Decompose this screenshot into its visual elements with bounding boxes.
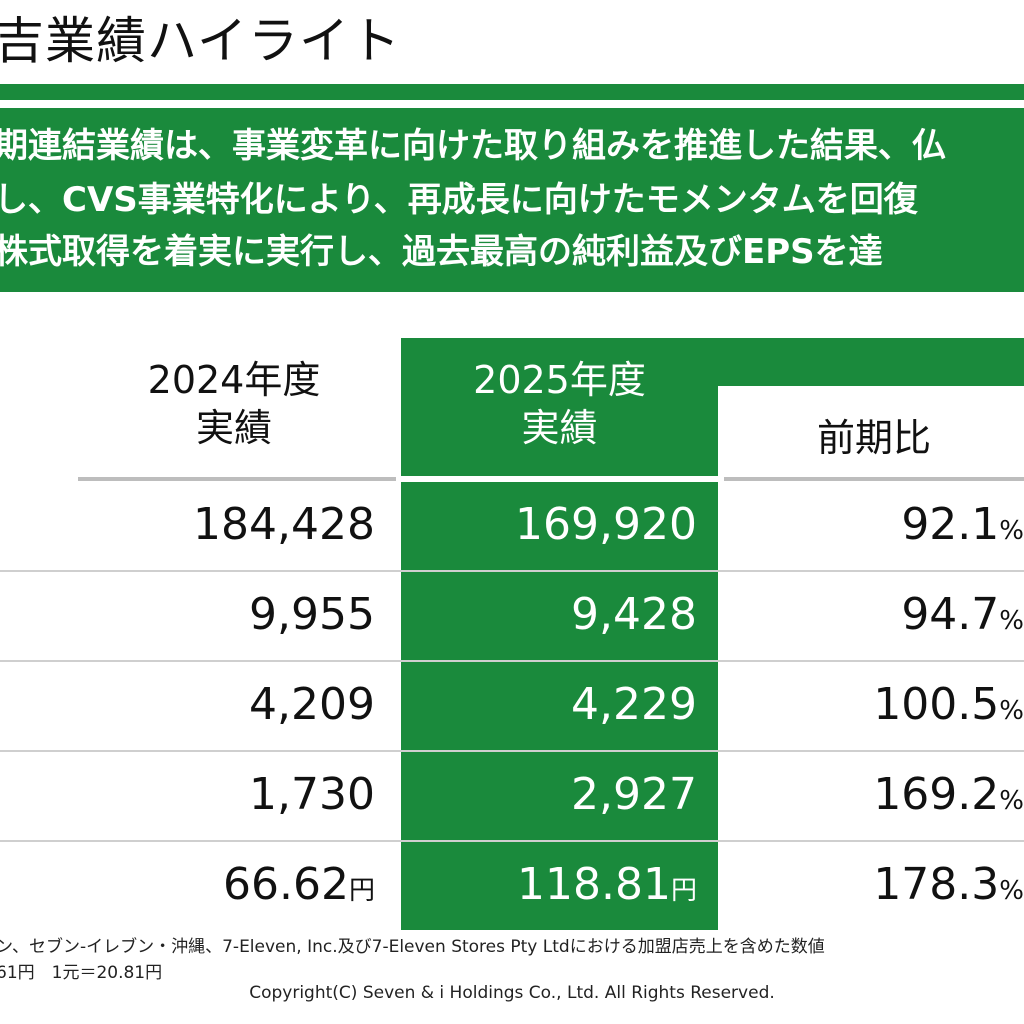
page-title: 吉業績ハイライト — [0, 12, 401, 70]
prev-year-value: 9,955 — [249, 589, 375, 640]
summary-banner: 期連結業績は、事業変革に向けた取り組みを推進した結果、仏 し、CVS事業特化によ… — [0, 108, 1024, 292]
header-divider-prev — [78, 477, 396, 481]
header-divider-ratio — [724, 477, 1024, 481]
title-underline — [0, 84, 1024, 100]
yoy-ratio-value: 92.1% — [901, 499, 1024, 550]
banner-line-1: 期連結業績は、事業変革に向けた取り組みを推進した結果、仏 — [0, 126, 946, 166]
yoy-ratio-value: 94.7% — [901, 589, 1024, 640]
prev-year-header-label: 実績 — [195, 406, 272, 450]
current-year-header: 2025年度 実績 — [401, 356, 718, 452]
yoy-ratio-header: 前期比 — [816, 416, 931, 460]
table-row: 1,730 2,927 169.2% — [0, 752, 1024, 842]
current-year-cell — [401, 662, 718, 750]
current-year-cell — [401, 482, 718, 570]
copyright-notice: Copyright(C) Seven & i Holdings Co., Ltd… — [249, 983, 775, 1003]
prev-year-value: 4,209 — [249, 679, 375, 730]
current-year-header-year: 2025年度 — [473, 358, 646, 402]
current-year-cell — [401, 842, 718, 930]
footnote-line-1: ン、セブン-イレブン・沖縄、7-Eleven, Inc.及び7-Eleven S… — [0, 937, 825, 957]
current-year-cell — [401, 572, 718, 660]
table-row: 9,955 9,428 94.7% — [0, 572, 1024, 662]
banner-line-3: 株式取得を着実に実行し、過去最高の純利益及びEPSを達 — [0, 232, 883, 272]
footnote-line-2: 61円 1元＝20.81円 — [0, 963, 163, 983]
banner-line-2: し、CVS事業特化により、再成長に向けたモメンタムを回復 — [0, 180, 918, 220]
yoy-ratio-value: 178.3% — [873, 859, 1024, 910]
table-row: 184,428 169,920 92.1% — [0, 482, 1024, 572]
current-year-value: 9,428 — [571, 589, 697, 640]
current-year-value: 4,229 — [571, 679, 697, 730]
prev-year-header: 2024年度 実績 — [118, 356, 350, 452]
table-row: 66.62円 118.81円 178.3% — [0, 842, 1024, 930]
row-divider — [0, 840, 1024, 842]
current-year-header-label: 実績 — [521, 406, 598, 450]
ratio-header-accent — [718, 338, 1024, 386]
yoy-ratio-value: 100.5% — [873, 679, 1024, 730]
current-year-value: 118.81円 — [517, 859, 697, 910]
current-year-value: 169,920 — [515, 499, 697, 550]
current-year-value: 2,927 — [571, 769, 697, 820]
current-year-cell — [401, 752, 718, 840]
yoy-ratio-value: 169.2% — [873, 769, 1024, 820]
row-divider — [0, 570, 1024, 572]
prev-year-header-year: 2024年度 — [147, 358, 321, 402]
current-year-header-bg — [401, 338, 718, 476]
prev-year-value: 1,730 — [249, 769, 375, 820]
row-divider — [0, 660, 1024, 662]
row-divider — [0, 750, 1024, 752]
prev-year-value: 66.62円 — [223, 859, 375, 910]
table-row: 4,209 4,229 100.5% — [0, 662, 1024, 752]
prev-year-value: 184,428 — [193, 499, 375, 550]
